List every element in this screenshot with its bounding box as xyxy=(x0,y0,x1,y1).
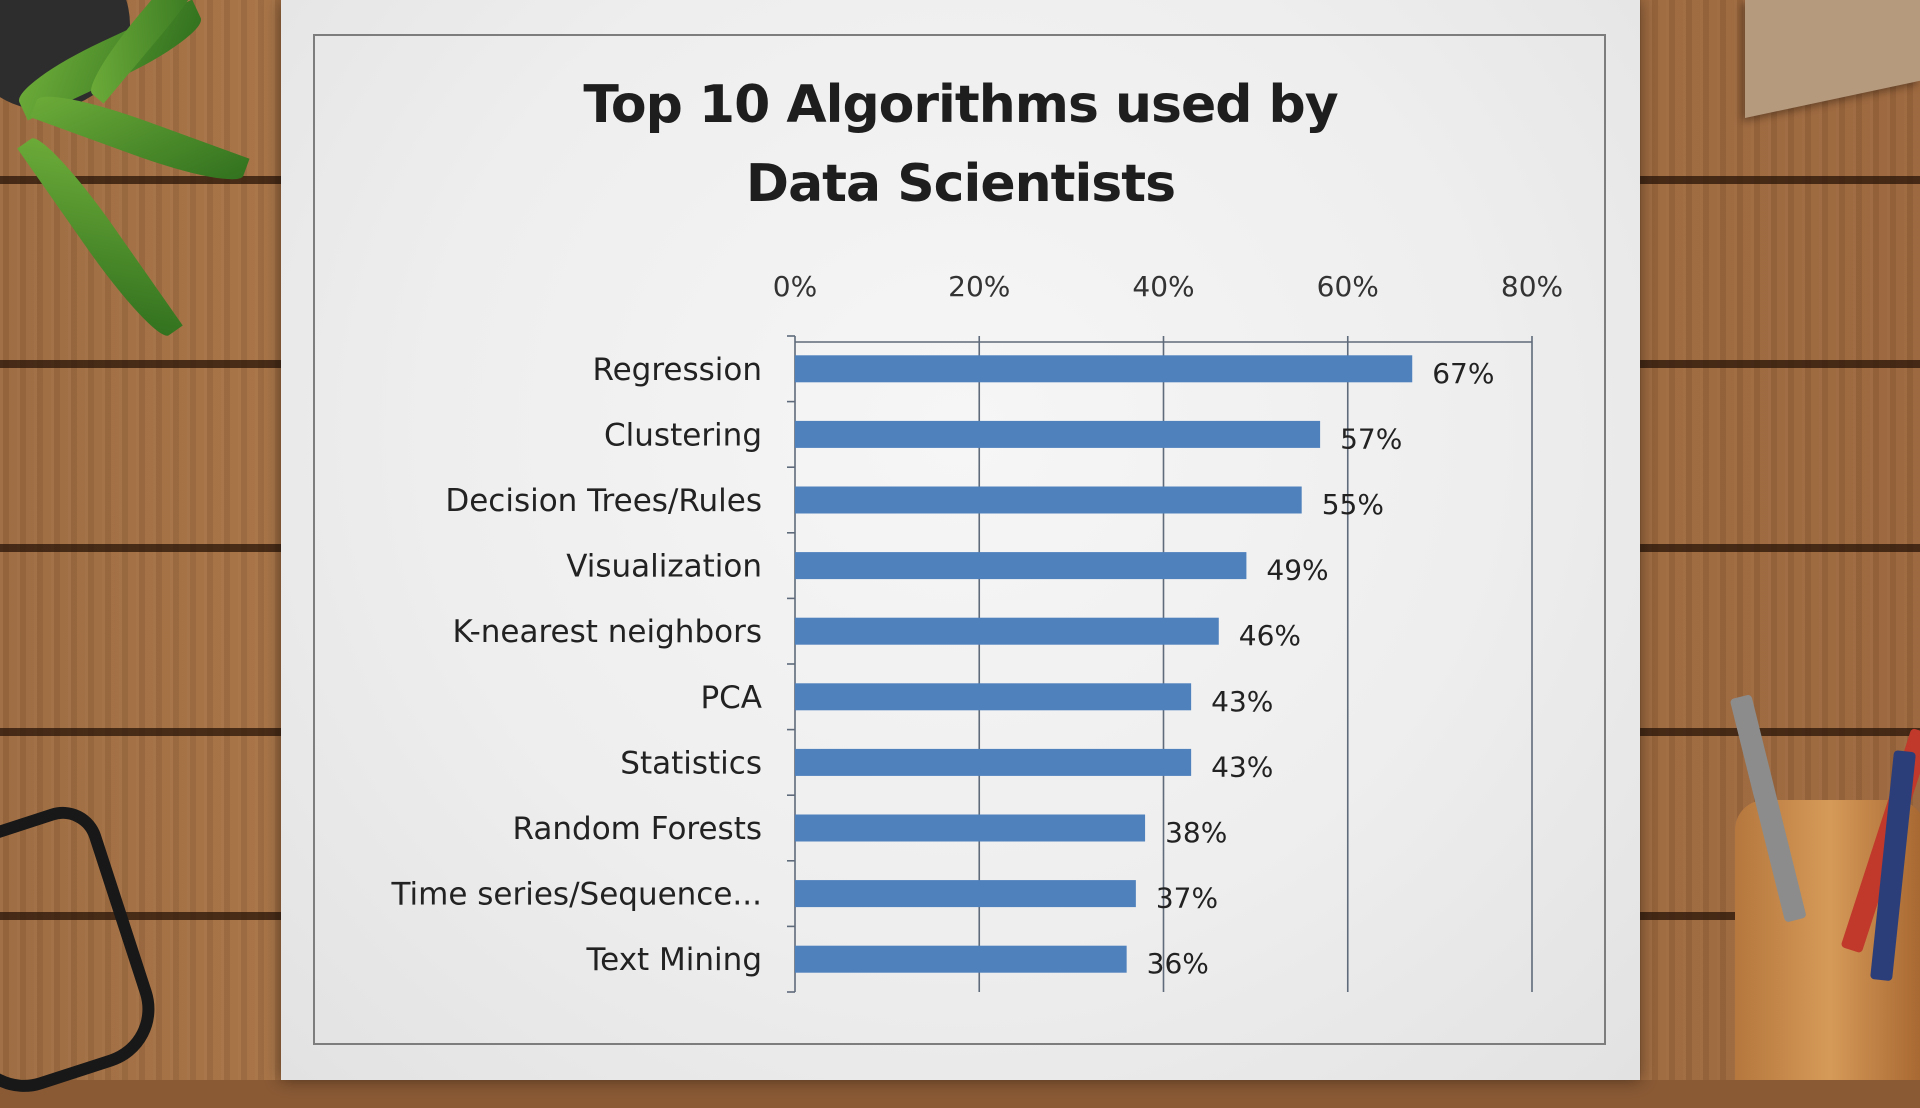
data-label: 43% xyxy=(1211,750,1273,783)
data-label: 67% xyxy=(1432,357,1494,390)
chart-title: Top 10 Algorithms used by Data Scientist… xyxy=(281,66,1640,224)
x-tick-label: 60% xyxy=(1317,270,1379,303)
x-axis-ticks: 0% 20% 40% 60% 80% xyxy=(773,270,1563,303)
x-tick-label: 20% xyxy=(948,270,1010,303)
chart-title-line-2: Data Scientists xyxy=(745,154,1176,214)
bar xyxy=(795,748,1192,776)
data-label: 37% xyxy=(1156,882,1218,915)
bar xyxy=(795,552,1247,580)
data-label: 36% xyxy=(1147,947,1209,980)
category-labels: Regression Clustering Decision Trees/Rules… xyxy=(391,352,762,978)
bar xyxy=(795,355,1413,383)
data-label: 43% xyxy=(1211,685,1273,718)
chart-title-line-1: Top 10 Algorithms used by xyxy=(583,75,1338,135)
bar xyxy=(795,486,1302,514)
data-label: 46% xyxy=(1239,619,1301,652)
category-label: Time series/Sequence... xyxy=(391,877,762,913)
value-labels: 67% 57% 55% 49% 46% 43% 43% 38% 37% 36% xyxy=(1147,357,1495,980)
x-tick-label: 40% xyxy=(1132,270,1194,303)
category-label: Random Forests xyxy=(513,811,762,847)
category-label: K-nearest neighbors xyxy=(453,614,762,650)
bar xyxy=(795,945,1127,973)
bar xyxy=(795,683,1192,711)
category-label: Statistics xyxy=(620,745,762,781)
category-label: Decision Trees/Rules xyxy=(445,483,762,519)
data-label: 38% xyxy=(1165,816,1227,849)
data-label: 55% xyxy=(1322,488,1384,521)
bar-chart: 0% 20% 40% 60% 80% Regression Clustering Decis… xyxy=(391,270,1563,993)
x-tick-label: 0% xyxy=(773,270,817,303)
category-label: Visualization xyxy=(566,549,762,585)
bar xyxy=(795,617,1219,645)
data-label: 57% xyxy=(1340,422,1402,455)
category-label: Clustering xyxy=(604,417,762,453)
category-label: PCA xyxy=(700,680,762,716)
bar xyxy=(795,880,1136,908)
category-label: Text Mining xyxy=(586,942,763,978)
chart-frame xyxy=(313,34,1606,1045)
bars xyxy=(795,355,1413,973)
bar xyxy=(795,420,1321,448)
x-tick-label: 80% xyxy=(1501,270,1563,303)
data-label: 49% xyxy=(1266,554,1328,587)
bar xyxy=(795,814,1146,842)
category-label: Regression xyxy=(592,352,762,388)
